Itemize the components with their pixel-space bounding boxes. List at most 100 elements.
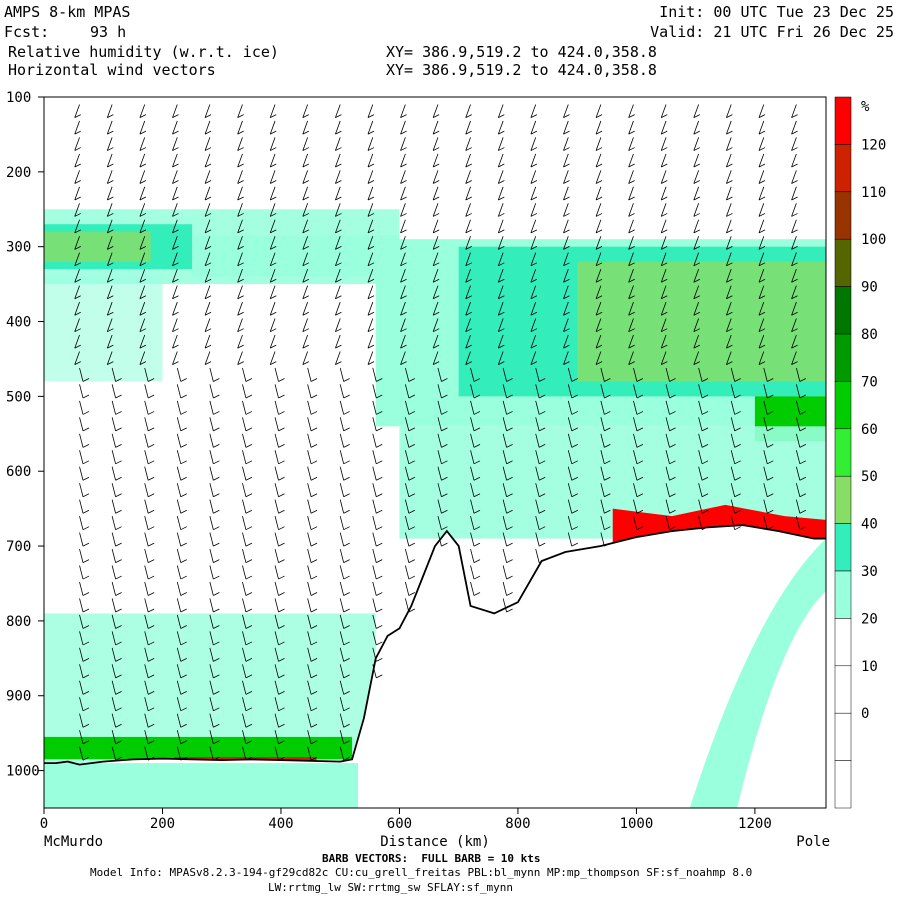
wind-barb xyxy=(432,104,439,118)
wind-barb xyxy=(106,120,113,135)
rh-band-upper-mid xyxy=(192,235,400,277)
wind-barb-flag xyxy=(107,311,114,316)
wind-barb-flag xyxy=(563,163,570,168)
wind-barb-flag xyxy=(408,542,416,547)
terrain-fill xyxy=(44,525,826,808)
wind-barb xyxy=(269,137,276,151)
wind-barb-flag xyxy=(278,608,285,613)
wind-barb-flag xyxy=(726,229,733,234)
wind-barb xyxy=(795,417,801,431)
wind-barb-flag xyxy=(204,163,212,168)
wind-barb-flag xyxy=(343,592,350,596)
wind-barb xyxy=(335,268,341,283)
wind-barb-flag xyxy=(310,394,318,399)
wind-barb-flag xyxy=(237,311,244,316)
wind-barb xyxy=(400,334,406,349)
wind-barb-flag xyxy=(74,278,81,283)
wind-barb xyxy=(307,631,312,646)
wind-barb-flag xyxy=(74,229,81,234)
wind-barb-flag xyxy=(82,658,90,662)
wind-barb xyxy=(139,268,146,283)
wind-barb-flag xyxy=(147,443,155,448)
wind-barb xyxy=(660,285,667,299)
wind-barb xyxy=(758,334,765,349)
wind-barb-flag xyxy=(237,147,244,151)
wind-barb xyxy=(274,565,279,580)
wind-barb xyxy=(470,516,475,530)
wind-barb xyxy=(172,170,178,184)
wind-barb xyxy=(693,252,700,266)
wind-barb-flag xyxy=(563,295,570,300)
wind-barb-flag xyxy=(115,625,122,629)
wind-barb xyxy=(730,466,736,481)
wind-barb xyxy=(144,450,149,464)
wind-barb-flag xyxy=(172,328,179,333)
wind-barb-flag xyxy=(147,625,155,629)
wind-barb xyxy=(79,647,84,662)
wind-barb xyxy=(367,285,374,299)
wind-barb xyxy=(665,433,670,448)
wind-barb xyxy=(497,104,504,118)
wind-barb xyxy=(628,268,634,283)
wind-barb-flag xyxy=(82,427,90,432)
wind-barb-flag xyxy=(661,196,668,201)
wind-barb xyxy=(302,268,309,283)
wind-barb xyxy=(400,153,406,168)
wind-barb xyxy=(172,153,178,168)
wind-barb xyxy=(698,384,703,399)
wind-barb-flag xyxy=(82,625,90,629)
wind-barb xyxy=(530,252,537,266)
wind-barb-flag xyxy=(180,707,187,712)
wind-barb xyxy=(144,565,149,580)
wind-barb-flag xyxy=(302,361,310,365)
wind-barb-flag xyxy=(172,147,179,151)
wind-barb xyxy=(139,285,146,299)
wind-barb-flag xyxy=(758,196,766,201)
wind-barb-flag xyxy=(441,476,448,481)
wind-barb-flag xyxy=(343,476,350,481)
forecast-label: Fcst: xyxy=(4,23,50,41)
wind-barb xyxy=(237,219,243,234)
wind-barb-flag xyxy=(180,526,187,531)
wind-barb-flag xyxy=(758,344,766,349)
wind-barb-flag xyxy=(74,147,81,151)
wind-barb-flag xyxy=(172,245,179,250)
wind-barb xyxy=(335,137,341,151)
wind-barb-flag xyxy=(571,460,578,465)
wind-barb-flag xyxy=(498,114,505,118)
wind-barb-flag xyxy=(237,361,244,365)
wind-barb-flag xyxy=(367,245,375,250)
wind-barb xyxy=(302,170,309,184)
wind-barb-flag xyxy=(628,213,635,217)
wind-barb xyxy=(730,400,736,415)
wind-barb-flag xyxy=(245,658,253,662)
wind-barb-flag xyxy=(767,460,774,465)
wind-barb xyxy=(693,236,700,250)
wind-barb xyxy=(242,713,247,728)
wind-barb xyxy=(693,219,700,234)
wind-barb xyxy=(693,137,700,151)
wind-barb xyxy=(530,219,537,234)
wind-barb-flag xyxy=(506,476,513,481)
wind-barb-flag xyxy=(180,658,187,662)
wind-barb-flag xyxy=(465,262,472,267)
wind-barb-flag xyxy=(799,427,807,432)
colorbar-label: 30 xyxy=(861,564,878,580)
wind-barb-flag xyxy=(758,229,766,234)
wind-barb xyxy=(400,137,406,151)
wind-barb-flag xyxy=(343,641,350,646)
wind-barb xyxy=(367,301,374,316)
wind-barb-flag xyxy=(74,311,81,316)
wind-barb xyxy=(209,565,214,580)
wind-barb-flag xyxy=(367,180,375,184)
wind-barb xyxy=(74,186,80,201)
wind-barb xyxy=(172,318,178,332)
wind-barb xyxy=(176,417,182,431)
wind-barb-flag xyxy=(107,147,114,151)
wind-barb-flag xyxy=(270,163,277,168)
wind-barb-flag xyxy=(310,723,318,728)
wind-barb xyxy=(176,565,182,580)
wind-barb-flag xyxy=(302,262,310,267)
y-tick-label: 200 xyxy=(6,165,31,181)
wind-barb-flag xyxy=(530,114,538,118)
